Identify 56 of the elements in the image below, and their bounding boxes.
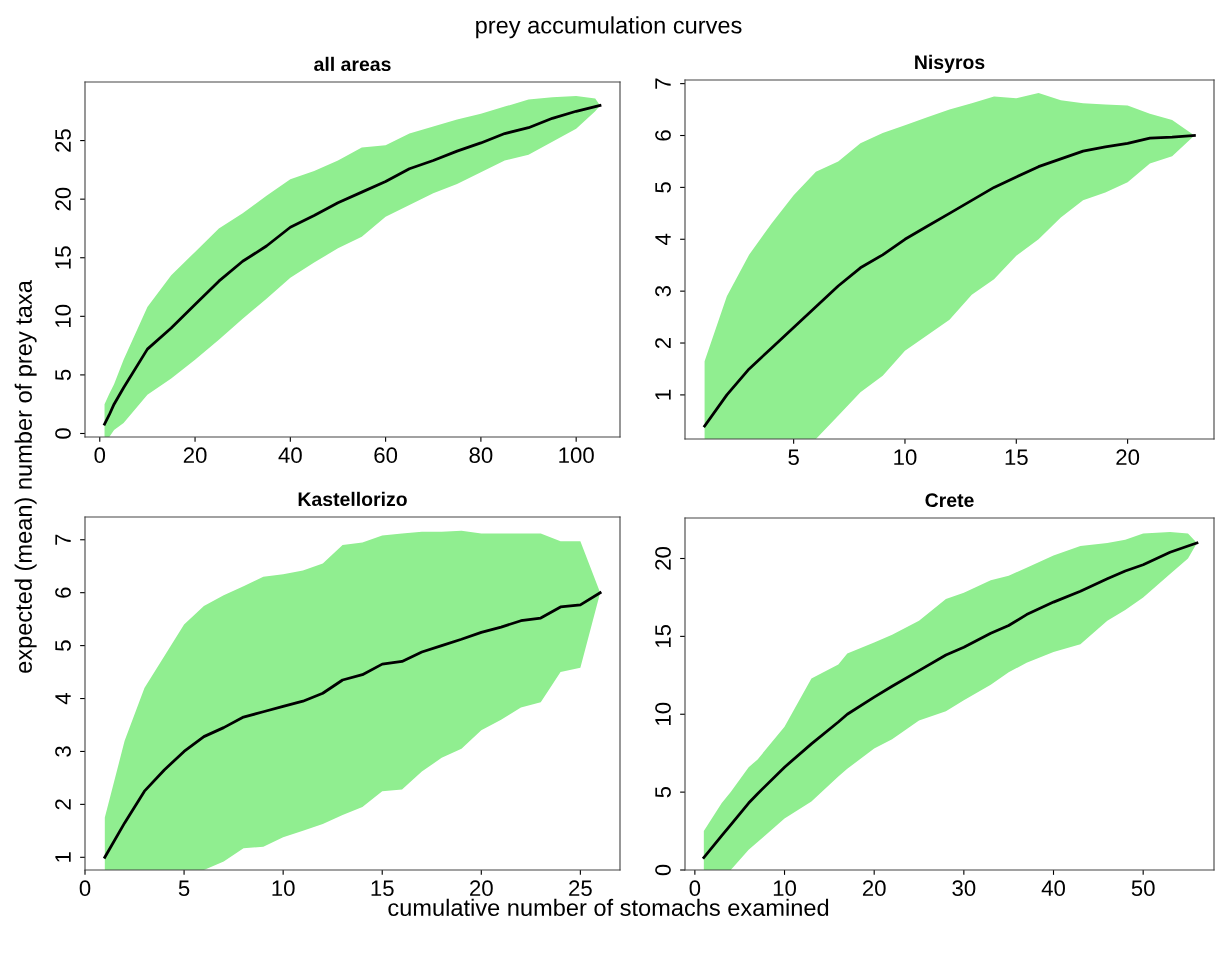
x-tick-label: 20: [1116, 449, 1140, 466]
chart-title: all areas: [314, 56, 391, 72]
line-series: [703, 134, 1196, 428]
x-tick-label: 40: [1041, 880, 1065, 897]
x-tick-label: 20: [470, 880, 493, 897]
y-tick-label: 1: [55, 852, 71, 862]
y-tick-label: 1: [655, 389, 671, 400]
y-tick-label: 3: [55, 746, 71, 757]
x-tick-label: 10: [773, 880, 797, 897]
y-tick-label: 2: [55, 799, 71, 810]
x-tick-label: 10: [272, 880, 295, 897]
chart-title: Kastellorizo: [298, 491, 407, 507]
y-tick-label: 3: [655, 285, 671, 297]
y-tick-label: 6: [655, 130, 671, 141]
chart-title: Crete: [925, 493, 974, 508]
y-tick-label: 5: [55, 640, 71, 651]
y-tick-label: 0: [55, 428, 71, 439]
x-tick-label: 10: [894, 449, 917, 466]
x-tick-label: 20: [183, 447, 207, 464]
y-tick-label: 5: [655, 786, 671, 798]
x-axis-title: cumulative number of stomachs examined: [388, 898, 829, 917]
y-tick-label: 4: [655, 233, 671, 245]
y-tick-label: 5: [55, 369, 71, 381]
x-tick-label: 0: [94, 447, 106, 464]
line-series: [103, 591, 602, 859]
x-tick-label: 5: [788, 449, 799, 466]
x-tick-label: 100: [559, 447, 594, 464]
x-tick-label: 15: [371, 880, 394, 897]
y-tick-label: 25: [55, 129, 71, 152]
x-tick-label: 40: [278, 447, 302, 464]
y-tick-label: 6: [55, 587, 71, 598]
x-tick-label: 15: [1005, 449, 1028, 466]
x-tick-label: 0: [689, 880, 701, 897]
x-tick-label: 0: [79, 880, 91, 897]
y-tick-label: 4: [55, 693, 71, 705]
y-tick-label: 10: [55, 304, 71, 327]
y-tick-label: 15: [655, 624, 671, 648]
y-tick-label: 7: [655, 78, 671, 89]
y-tick-label: 15: [55, 246, 71, 269]
x-tick-label: 25: [569, 880, 592, 897]
x-tick-label: 30: [952, 880, 976, 897]
x-tick-label: 60: [374, 447, 398, 464]
y-tick-label: 10: [655, 702, 671, 725]
chart-title: Nisyros: [915, 54, 985, 73]
x-tick-label: 5: [178, 880, 190, 897]
x-tick-label: 80: [469, 447, 493, 464]
y-axis-title: expected (mean) number of prey taxa: [14, 280, 37, 673]
x-tick-label: 50: [1131, 880, 1155, 897]
x-tick-label: 20: [862, 880, 886, 897]
y-tick-label: 2: [655, 337, 671, 349]
y-tick-label: 0: [655, 864, 671, 876]
text: prey accumulation curves: [476, 16, 742, 39]
y-tick-label: 5: [655, 182, 671, 193]
y-tick-label: 20: [655, 547, 671, 570]
y-tick-label: 7: [55, 534, 71, 545]
y-tick-label: 20: [55, 187, 71, 211]
